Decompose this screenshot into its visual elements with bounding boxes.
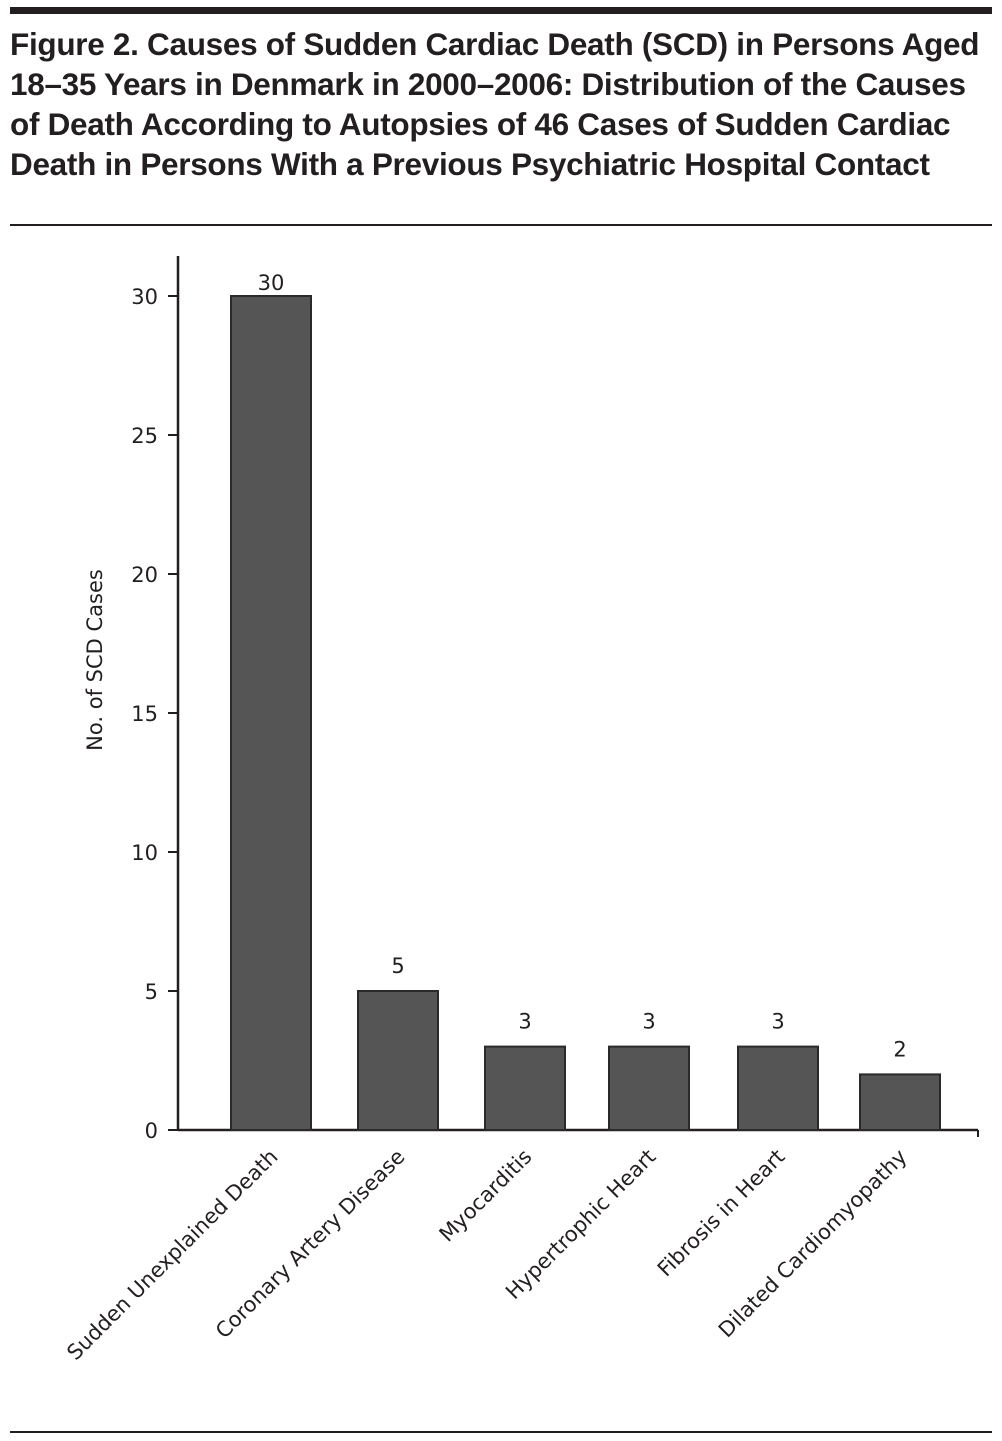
bar — [859, 1073, 941, 1132]
y-tick-label: 20 — [131, 563, 158, 587]
data-label: 3 — [642, 1010, 655, 1034]
category-label: Sudden Unexplained Death — [62, 1145, 282, 1365]
y-tick-label: 15 — [131, 702, 158, 726]
top-rule — [10, 7, 992, 14]
data-label: 2 — [893, 1037, 906, 1061]
data-label: 5 — [391, 954, 404, 978]
data-label: 3 — [771, 1010, 784, 1034]
category-label: Myocarditis — [435, 1145, 537, 1247]
y-tick-label: 0 — [145, 1119, 158, 1143]
bottom-rule — [10, 1431, 992, 1433]
bar — [608, 1045, 690, 1131]
bar — [737, 1045, 819, 1131]
bar — [484, 1045, 566, 1131]
y-tick-label: 10 — [131, 841, 158, 865]
y-tick-label: 25 — [131, 424, 158, 448]
title-rule — [10, 224, 992, 226]
data-label: 3 — [518, 1010, 531, 1034]
category-label: Fibrosis in Heart — [653, 1145, 790, 1282]
figure-title: Figure 2. Causes of Sudden Cardiac Death… — [10, 26, 980, 182]
bar — [357, 990, 439, 1131]
data-label: 30 — [258, 271, 285, 295]
bar — [230, 295, 312, 1131]
y-axis-label: No. of SCD Cases — [83, 569, 107, 751]
y-tick-label: 30 — [131, 285, 158, 309]
y-tick-label: 5 — [145, 980, 158, 1004]
